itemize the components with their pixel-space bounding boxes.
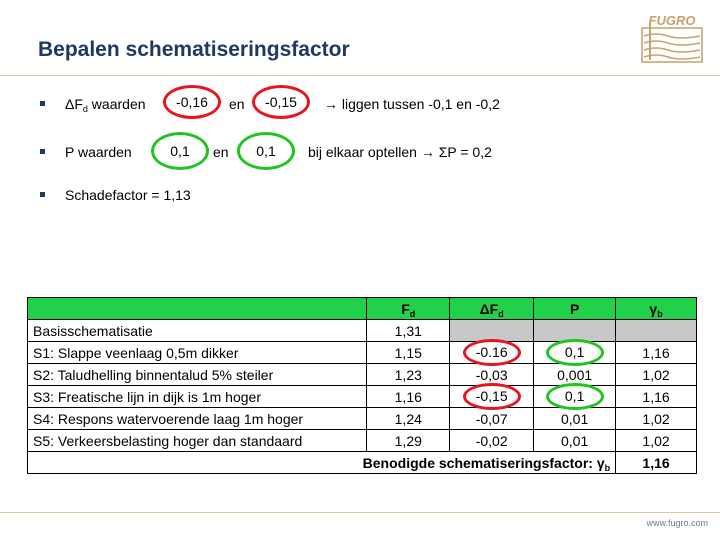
- cell-fd: 1,31: [366, 319, 451, 342]
- bullet-square-icon: [40, 192, 45, 197]
- cell-gamma: 1,02: [615, 429, 697, 452]
- table-row: S5: Verkeersbelasting hoger dan standaar…: [26, 429, 697, 452]
- en-text: en: [213, 144, 229, 160]
- row-label: S5: Verkeersbelasting hoger dan standaar…: [26, 429, 368, 452]
- highlight-circle-red: -0,16: [163, 85, 221, 119]
- row-label: S1: Slappe veenlaag 0,5m dikker: [26, 341, 368, 364]
- highlight-circle-red: -0,15: [252, 85, 310, 119]
- highlight-circle-green: 0,1: [151, 132, 209, 170]
- delta-fd-label: ΔF: [65, 96, 83, 112]
- header-empty: [26, 297, 368, 320]
- range-text: → liggen tussen -0,1 en -0,2: [324, 96, 500, 112]
- table-total-row: Benodigde schematiseringsfactor: γb 1,16: [26, 451, 697, 474]
- schematisation-table: Fd ΔFd P γb Basisschematisatie 1,31 S1: …: [26, 297, 697, 474]
- cell-fd: 1,16: [366, 385, 451, 408]
- cell-fd: 1,24: [366, 407, 451, 430]
- cell-p: 0,01: [533, 407, 617, 430]
- highlight-circle-red: -0.16: [462, 339, 521, 366]
- cell-p: 0,01: [533, 429, 617, 452]
- header-gamma: γb: [615, 297, 697, 320]
- cell-gamma: 1,16: [615, 341, 697, 364]
- cell-fd: 1,29: [366, 429, 451, 452]
- waarden-text: waarden: [87, 96, 146, 112]
- schadefactor-text: Schadefactor = 1,13: [65, 187, 191, 203]
- header-p: P: [533, 297, 617, 320]
- delta-fd-subscript: d: [82, 104, 88, 114]
- table-row: S3: Freatische lijn in dijk is 1m hoger …: [26, 383, 697, 410]
- header-fd: Fd: [366, 297, 451, 320]
- value-dfd-2: -0,15: [265, 94, 297, 110]
- table-row: S4: Respons watervoerende laag 1m hoger …: [26, 407, 697, 430]
- logo-wordmark: FUGRO: [649, 13, 696, 28]
- header-divider: [0, 75, 720, 76]
- cell-p: 0,1: [533, 383, 617, 410]
- highlight-circle-green: 0,1: [237, 132, 295, 170]
- table-row: Basisschematisatie 1,31: [26, 319, 697, 342]
- total-label: Benodigde schematiseringsfactor: γb: [26, 451, 617, 474]
- footer-url[interactable]: www.fugro.com: [646, 518, 708, 528]
- cell-gamma: 1,02: [615, 363, 697, 386]
- cell-delta-fd: -0,02: [449, 429, 535, 452]
- highlight-circle-green: 0,1: [545, 383, 604, 410]
- cell-gamma: 1,16: [615, 385, 697, 408]
- table-row: S2: Taludhelling binnentalud 5% steiler …: [26, 363, 697, 386]
- cell-gamma: 1,02: [615, 407, 697, 430]
- row-label: S2: Taludhelling binnentalud 5% steiler: [26, 363, 368, 386]
- row-label: Basisschematisatie: [26, 319, 368, 342]
- page-title: Bepalen schematiseringsfactor: [38, 38, 350, 61]
- cell-delta-fd: -0,15: [449, 383, 535, 410]
- bullet-square-icon: [40, 101, 45, 106]
- value-dfd-1: -0,16: [176, 94, 208, 110]
- highlight-circle-red: -0,15: [462, 383, 521, 410]
- header-delta-fd: ΔFd: [449, 297, 535, 320]
- cell-p: 0,1: [533, 339, 617, 366]
- sum-text: bij elkaar optellen → ΣP = 0,2: [308, 144, 492, 160]
- en-text: en: [229, 96, 245, 112]
- table-row: S1: Slappe veenlaag 0,5m dikker 1,15 -0.…: [26, 339, 697, 366]
- table-header-row: Fd ΔFd P γb: [26, 297, 697, 320]
- cell-delta-fd: [449, 319, 535, 342]
- cell-fd: 1,15: [366, 341, 451, 364]
- total-value: 1,16: [615, 451, 697, 474]
- row-label: S4: Respons watervoerende laag 1m hoger: [26, 407, 368, 430]
- cell-fd: 1,23: [366, 363, 451, 386]
- value-p-1: 0,1: [170, 143, 190, 159]
- highlight-circle-green: 0,1: [545, 339, 604, 366]
- cell-delta-fd: -0.16: [449, 339, 535, 366]
- cell-gamma: [615, 319, 697, 342]
- footer-divider: [0, 512, 720, 513]
- bullet-square-icon: [40, 149, 45, 154]
- cell-delta-fd: -0,07: [449, 407, 535, 430]
- p-waarden-text: P waarden: [65, 144, 132, 160]
- value-p-2: 0,1: [256, 143, 276, 159]
- cell-p: [533, 319, 617, 342]
- fugro-logo-icon: FUGRO: [641, 13, 703, 63]
- row-label: S3: Freatische lijn in dijk is 1m hoger: [26, 385, 368, 408]
